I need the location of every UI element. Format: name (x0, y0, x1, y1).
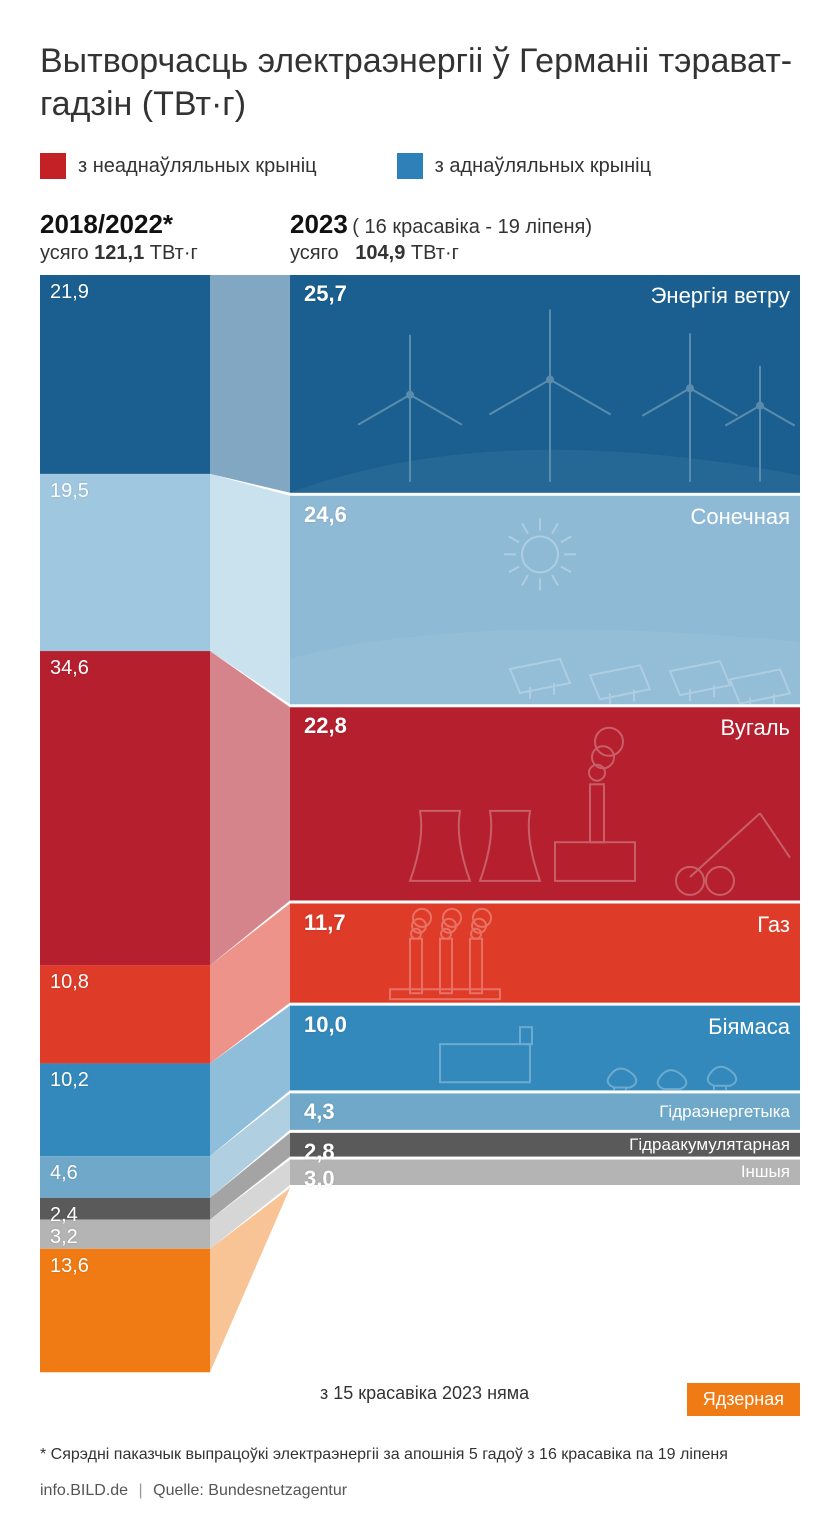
right-value-label: 22,8 (304, 713, 347, 739)
legend-item-renewable: з аднаўляльных крыніц (397, 153, 651, 179)
right-value-label: 10,0 (304, 1012, 347, 1038)
right-value-label: 24,6 (304, 502, 347, 528)
footnote: * Сярэдні паказчык выпрацоўкі электраэне… (40, 1444, 800, 1466)
nuclear-footer-row: Ядзерная з 15 красавіка 2023 няма (40, 1383, 800, 1416)
segment-name-label: Газ (757, 912, 790, 938)
source-left: info.BILD.de (40, 1482, 128, 1499)
legend-label-renewable: з аднаўляльных крыніц (435, 155, 651, 178)
segment-name-label: Сонечная (690, 504, 790, 530)
swatch-renewable (397, 153, 423, 179)
left-value-label: 3,2 (50, 1226, 78, 1249)
nuclear-badge: Ядзерная (687, 1383, 800, 1416)
segment-name-label: Гідраэнергетыка (659, 1102, 790, 1122)
segment-name-label: Іншыя (741, 1162, 790, 1182)
right-value-label: 4,3 (304, 1099, 335, 1125)
total-left: усяго 121,1 ТВт·г (40, 242, 210, 265)
chart-title: Вытворчасць электраэнергіі ў Германіі тэ… (40, 40, 800, 125)
right-value-label: 25,7 (304, 281, 347, 307)
left-value-label: 10,8 (50, 971, 89, 994)
left-value-label: 13,6 (50, 1255, 89, 1278)
left-value-label: 21,9 (50, 281, 89, 304)
stacked-comparison-chart: 21,9 25,7 Энергія ветру 19,5 24,6 Сонечная 34,… (40, 275, 800, 1375)
segment-name-label: Біямаса (708, 1014, 790, 1040)
left-value-label: 34,6 (50, 657, 89, 680)
left-value-label: 19,5 (50, 480, 89, 503)
legend-label-nonrenewable: з неаднаўляльных крыніц (78, 155, 317, 178)
right-value-label: 2,8 (304, 1139, 335, 1165)
source-right: Quelle: Bundesnetzagentur (153, 1482, 347, 1499)
columns-header: 2018/2022* усяго 121,1 ТВт·г 2023 ( 16 к… (40, 209, 800, 265)
left-value-label: 10,2 (50, 1069, 89, 1092)
period-right-paren: ( 16 красавіка - 19 ліпеня) (352, 216, 592, 238)
left-value-label: 4,6 (50, 1162, 78, 1185)
right-value-label: 11,7 (304, 910, 346, 936)
left-value-label: 2,4 (50, 1204, 78, 1227)
legend-item-nonrenewable: з неаднаўляльных крыніц (40, 153, 317, 179)
segment-name-label: Гідраакумулятарная (629, 1135, 790, 1155)
period-right: 2023 (290, 209, 348, 239)
right-value-label: 3,0 (304, 1166, 335, 1192)
total-right: усяго 104,9 ТВт·г (290, 242, 800, 265)
segment-name-label: Вугаль (720, 715, 790, 741)
source-line: info.BILD.de | Quelle: Bundesnetzagentur (40, 1482, 800, 1500)
period-left: 2018/2022* (40, 209, 210, 240)
swatch-nonrenewable (40, 153, 66, 179)
segment-name-label: Энергія ветру (651, 283, 790, 309)
column-header-right: 2023 ( 16 красавіка - 19 ліпеня) усяго 1… (210, 209, 800, 265)
legend: з неаднаўляльных крыніц з аднаўляльных к… (40, 153, 800, 179)
column-header-left: 2018/2022* усяго 121,1 ТВт·г (40, 209, 210, 265)
